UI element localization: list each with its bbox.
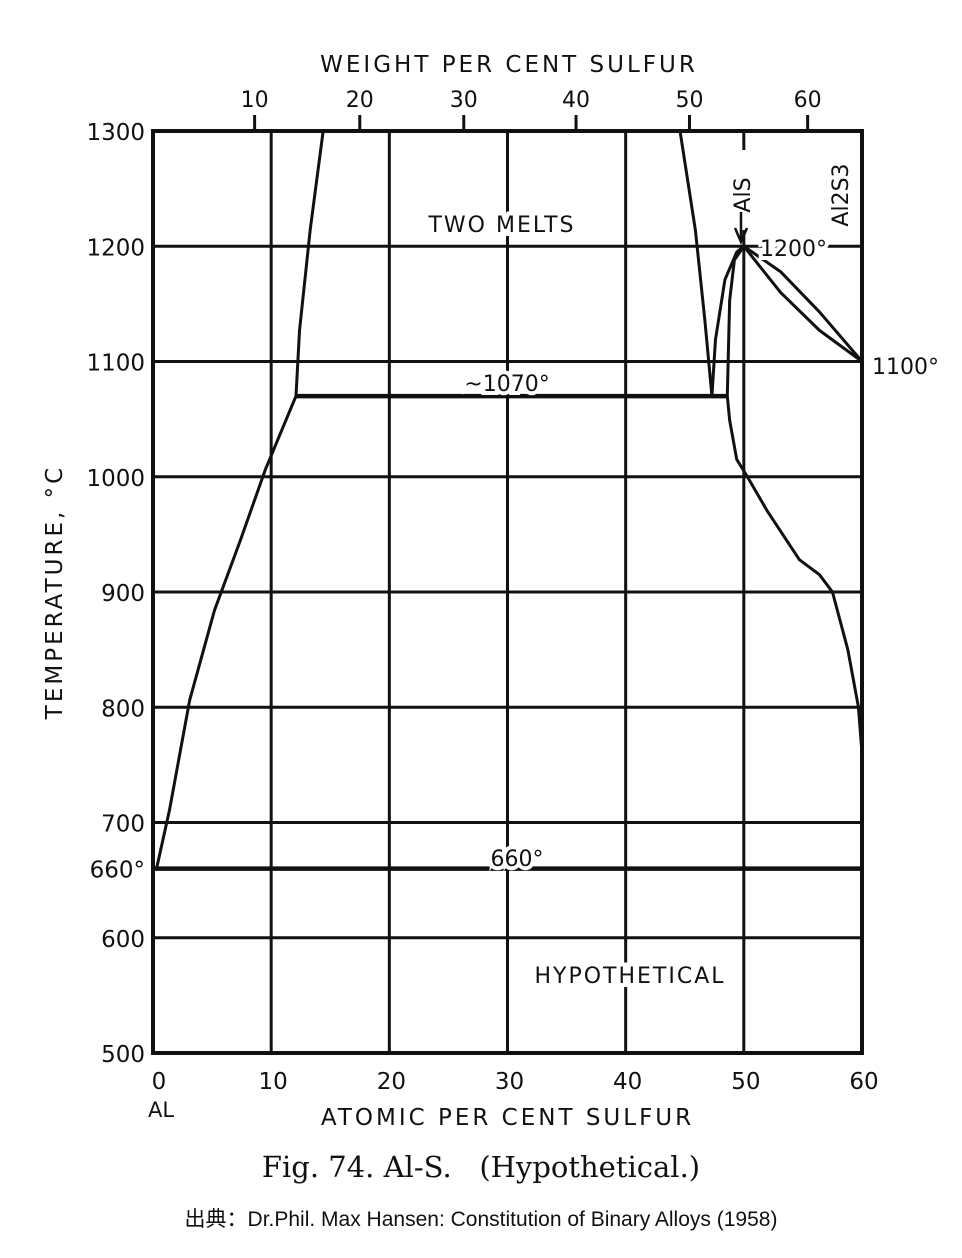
x-tick-label: 10 (259, 1069, 288, 1095)
y-tick-label: 660° (90, 858, 145, 884)
phase-boundary-als-al2s3-lower (742, 245, 863, 363)
top-tick-label: 50 (675, 88, 703, 113)
y-tick-label: 1100 (86, 351, 145, 377)
annotation-label: 660° (491, 847, 544, 872)
plot-frame (151, 129, 864, 1055)
annotation-label: 1200° (760, 237, 827, 262)
top-tick-label: 40 (562, 88, 590, 113)
als-label: AlS (731, 177, 756, 212)
phase-boundary-miscibility-gap-right (678, 130, 714, 397)
annotation-label: TWO MELTS (427, 213, 575, 238)
top-tick-label: 60 (794, 88, 822, 113)
y-tick-label: 500 (101, 1042, 145, 1068)
x-tick-label: 40 (613, 1069, 642, 1095)
y-tick-label: 600 (101, 927, 145, 953)
label-background (826, 150, 856, 234)
source-citation: 出典：Dr.Phil. Max Hansen: Constitution of … (184, 1208, 778, 1231)
y-tick-label: 1300 (86, 120, 145, 146)
al2s3-label: Al2S3 (829, 163, 854, 226)
phase-boundary-als-inner (725, 245, 864, 754)
top-tick-label: 30 (450, 88, 478, 113)
x-zero-sublabel: AL (148, 1098, 174, 1122)
x-tick-label: 50 (731, 1069, 760, 1095)
y-tick-label: 900 (101, 581, 145, 607)
annotation-label: ~1070° (464, 372, 549, 397)
phase-boundary-als-liquidus-left (710, 245, 745, 397)
figure-caption: Fig. 74. Al-S. (Hypothetical.) (261, 1150, 701, 1184)
x-tick-label: 30 (495, 1069, 524, 1095)
x-axis-title: ATOMIC PER CENT SULFUR (321, 1105, 694, 1131)
y-axis-title: TEMPERATURE, °C (42, 465, 68, 720)
x-tick-label: 60 (849, 1069, 878, 1095)
y-tick-label: 700 (101, 812, 145, 838)
phase-boundary-liquidus-al-side (155, 395, 298, 869)
x-tick-label: 0 (152, 1069, 167, 1095)
y-tick-label: 1200 (86, 235, 145, 261)
y-tick-label: 800 (101, 696, 145, 722)
x2-axis-title: WEIGHT PER CENT SULFUR (320, 52, 698, 78)
arrow-down-icon (733, 212, 749, 246)
y-tick-label: 1000 (86, 466, 145, 492)
annotation-label: 1100° (872, 355, 939, 380)
phase-boundary-als-al2s3-upper (742, 245, 864, 363)
annotation-label: HYPOTHETICAL (534, 964, 725, 989)
top-tick-label: 10 (241, 88, 269, 113)
phase-boundary-miscibility-gap-left (294, 130, 325, 397)
x-tick-label: 20 (377, 1069, 406, 1095)
top-tick-label: 20 (346, 88, 374, 113)
